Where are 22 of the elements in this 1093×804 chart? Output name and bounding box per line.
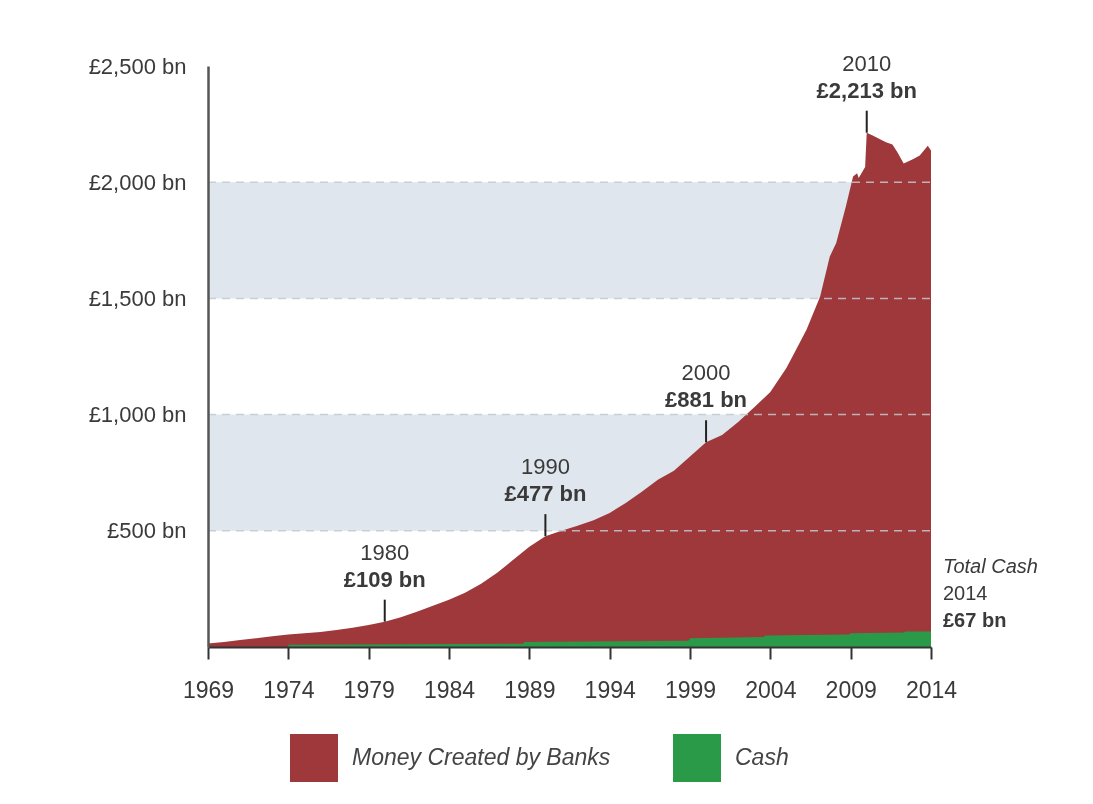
x-tick-label: 1969 xyxy=(182,676,235,703)
x-tick-label: 1994 xyxy=(584,676,636,703)
annotation: 2010 £2,213 bn xyxy=(816,50,917,103)
y-tick-label: £2,000 bn xyxy=(88,169,187,195)
legend-label: Money Created by Banks xyxy=(352,744,611,770)
x-tick-label: 1999 xyxy=(664,676,717,703)
x-tick-label: 1989 xyxy=(504,676,556,703)
y-tick-label: £2,500 bn xyxy=(88,53,187,79)
y-tick-label: £1,500 bn xyxy=(88,285,187,311)
annotation: 2000 £881 bn xyxy=(665,360,748,413)
x-tick-label: 1979 xyxy=(343,676,395,703)
y-tick-label: £1,000 bn xyxy=(88,402,187,428)
annotation: Total Cash 2014 £67 bn xyxy=(943,555,1038,632)
annotation: 1990 £477 bn xyxy=(504,454,587,507)
x-tick-label: 1984 xyxy=(423,676,476,703)
x-tick-label: 2014 xyxy=(905,676,958,703)
x-tick-label: 2004 xyxy=(745,676,797,703)
y-tick-label: £500 bn xyxy=(106,518,187,544)
x-tick-label: 1974 xyxy=(263,676,315,703)
annotation: 1980 £109 bn xyxy=(343,539,426,592)
x-tick-label: 2009 xyxy=(825,676,877,703)
legend-label: Cash xyxy=(735,744,789,770)
